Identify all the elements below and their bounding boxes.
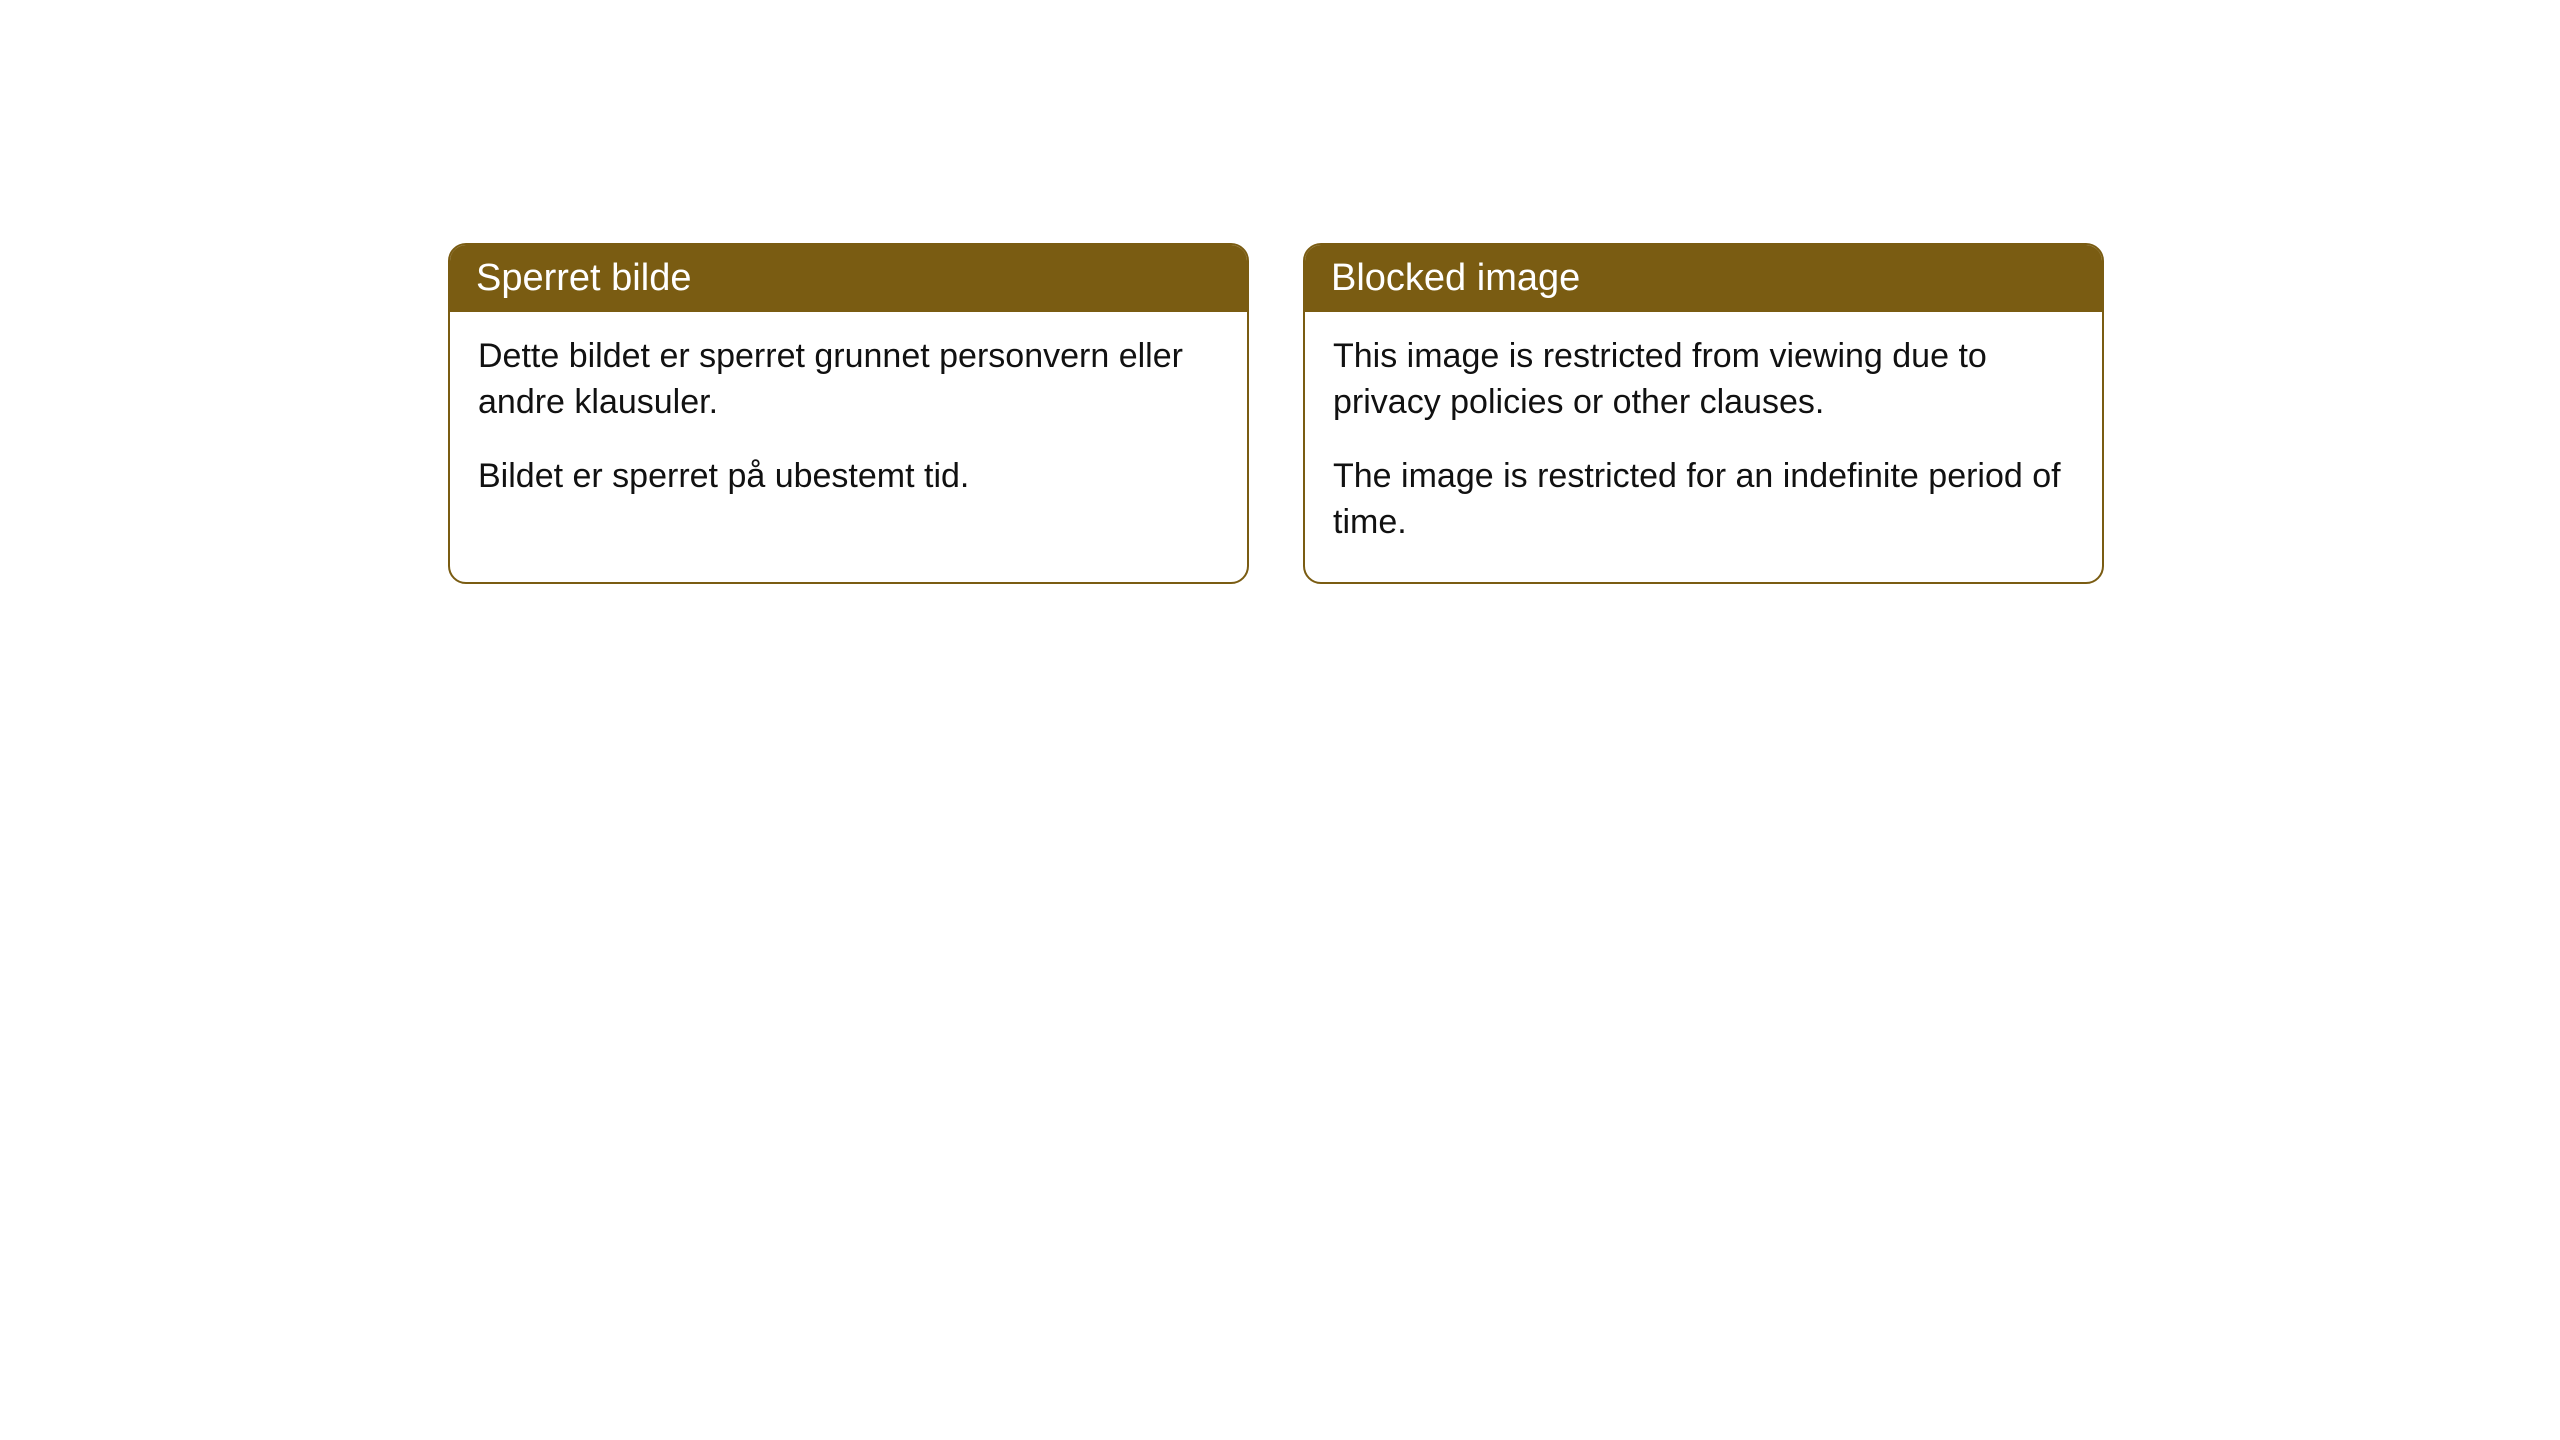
notice-cards-container: Sperret bilde Dette bildet er sperret gr…: [448, 243, 2104, 584]
card-header: Blocked image: [1305, 245, 2102, 312]
card-title: Blocked image: [1331, 257, 1580, 299]
card-title: Sperret bilde: [476, 257, 691, 299]
notice-card-english: Blocked image This image is restricted f…: [1303, 243, 2104, 584]
card-body: Dette bildet er sperret grunnet personve…: [450, 312, 1247, 536]
card-paragraph: This image is restricted from viewing du…: [1333, 334, 2074, 426]
card-paragraph: The image is restricted for an indefinit…: [1333, 454, 2074, 546]
card-paragraph: Bildet er sperret på ubestemt tid.: [478, 454, 1219, 500]
card-paragraph: Dette bildet er sperret grunnet personve…: [478, 334, 1219, 426]
notice-card-norwegian: Sperret bilde Dette bildet er sperret gr…: [448, 243, 1249, 584]
card-header: Sperret bilde: [450, 245, 1247, 312]
card-body: This image is restricted from viewing du…: [1305, 312, 2102, 582]
